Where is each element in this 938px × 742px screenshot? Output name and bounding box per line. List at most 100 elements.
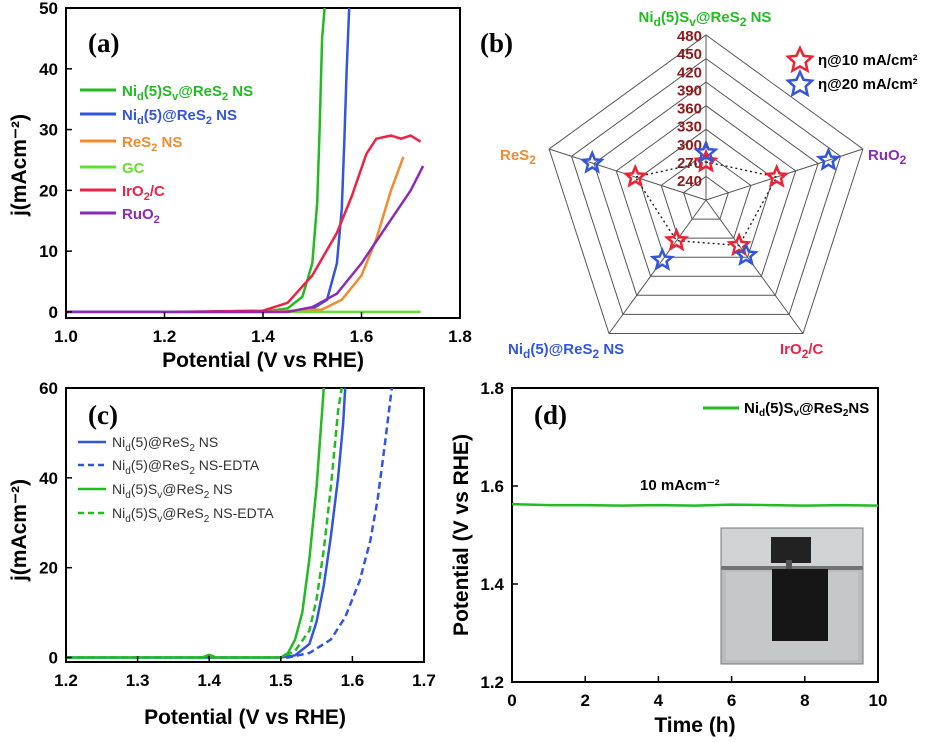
c-xtick-label: 1.5 xyxy=(269,671,293,690)
panel-d-ticks: 0 2 4 6 8 10 1.2 1.4 1.6 1.8 xyxy=(480,379,887,710)
radar-scale-label: 360 xyxy=(677,101,702,118)
radar-star-1-1 xyxy=(815,146,842,171)
a-xtick-label: 1.8 xyxy=(448,327,472,346)
panel-c-plot-frame xyxy=(65,387,425,663)
a-ytick-label: 10 xyxy=(39,242,58,261)
radar-scale-label: 390 xyxy=(677,82,702,99)
a-xtick-label: 1.0 xyxy=(54,327,78,346)
d-ytick-label: 1.2 xyxy=(480,673,504,692)
legend-c-nid: Nid(5)@ReS2 NS xyxy=(112,434,218,454)
radar-star-1-4 xyxy=(579,149,605,174)
radar-axis-label-iro2: IrO2/C xyxy=(780,341,824,361)
a-series-5 xyxy=(66,165,425,314)
a-xtick-label: 1.2 xyxy=(153,327,177,346)
c-xtick-label: 1.3 xyxy=(126,671,150,690)
panel-c-lsv-chart: 1.2 1.3 1.4 1.5 1.6 1.7 0 20 40 60 (c) Potential … xyxy=(8,379,436,729)
radar-axis-label-res2: ReS2 xyxy=(500,147,536,167)
d-series-0 xyxy=(511,502,879,507)
c-xtick-label: 1.7 xyxy=(412,671,436,690)
a-xtick-label: 1.6 xyxy=(350,327,374,346)
panel-c-ticks: 1.2 1.3 1.4 1.5 1.6 1.7 0 20 40 60 xyxy=(39,379,436,690)
panel-c-legend: Nid(5)@ReS2 NS Nid(5)@ReS2 NS-EDTA Nid(5… xyxy=(78,434,274,525)
panel-a-series-group xyxy=(66,7,425,314)
d-ytick-label: 1.6 xyxy=(480,477,504,496)
a-ytick-label: 0 xyxy=(49,303,58,322)
panel-a-y-axis-label: j(mAcm⁻²) xyxy=(8,114,31,217)
inset-electrode-photo xyxy=(720,527,864,665)
radar-scale-label: 420 xyxy=(677,64,702,81)
radar-series-outline xyxy=(634,161,778,247)
radar-star-1-3 xyxy=(649,246,675,271)
legend-b-star-red xyxy=(785,45,815,74)
a-ytick-label: 40 xyxy=(39,60,58,79)
radar-grid-ring xyxy=(638,128,774,258)
d-ytick-label: 1.4 xyxy=(480,575,504,594)
inset-electrode xyxy=(772,569,828,641)
panel-a-label: (a) xyxy=(88,28,119,58)
a-ytick-label: 50 xyxy=(39,0,58,18)
radar-axis-label-nisv: Nid(5)Sv@ReS2 NS xyxy=(639,9,772,29)
radar-grid-ring xyxy=(570,57,842,315)
inset-wire xyxy=(786,560,792,572)
radar-grid-ring xyxy=(615,105,797,277)
inset-clamp xyxy=(771,537,811,563)
radar-scale-label: 480 xyxy=(677,28,702,45)
legend-b-star-blue xyxy=(785,69,815,98)
inset-border xyxy=(720,527,864,665)
c-ytick-label: 20 xyxy=(39,559,58,578)
radar-grid-ring xyxy=(660,152,752,239)
panel-d-stability-chart: 0 2 4 6 8 10 1.2 1.4 1.6 1.8 (d) Time (h) Potenti… xyxy=(450,379,887,737)
panel-d-legend: Nid(5)Sv@ReS2NS xyxy=(703,400,869,419)
panel-d-annotation: 10 mAcm⁻² xyxy=(640,477,720,494)
radar-star-1-0 xyxy=(693,139,719,164)
d-xtick-label: 0 xyxy=(507,691,516,710)
radar-star-0-3 xyxy=(663,227,690,252)
panel-c-x-axis-label: Potential (V vs RHE) xyxy=(144,706,346,729)
c-series-3 xyxy=(66,387,343,659)
legend-c-nisv-edta: Nid(5)Sv@ReS2 NS-EDTA xyxy=(112,505,274,525)
radar-scale-label: 330 xyxy=(677,119,702,136)
c-ytick-label: 40 xyxy=(39,469,58,488)
panel-d-series-group xyxy=(511,502,879,507)
panel-d-plot-frame xyxy=(511,387,879,683)
legend-a-iro2: IrO2/C xyxy=(122,183,165,203)
c-xtick-label: 1.6 xyxy=(341,671,365,690)
panel-b-legend: η@10 mA/cm² η@20 mA/cm² xyxy=(785,45,918,98)
c-ytick-label: 0 xyxy=(49,649,58,668)
panel-b-label: (b) xyxy=(480,28,513,58)
c-ytick-label: 60 xyxy=(39,379,58,398)
c-xtick-label: 1.4 xyxy=(197,671,221,690)
legend-b-eta10: η@10 mA/cm² xyxy=(818,52,918,69)
panel-a-lsv-chart: 1.0 1.2 1.4 1.6 1.8 0 10 20 30 40 50 (a) Potential… xyxy=(8,0,472,372)
legend-c-nisv: Nid(5)Sv@ReS2 NS xyxy=(112,481,233,501)
radar-scale-label: 450 xyxy=(677,46,702,63)
c-xtick-label: 1.2 xyxy=(54,671,78,690)
panel-d-label: (d) xyxy=(534,400,567,430)
legend-a-ruo2: RuO2 xyxy=(122,206,160,226)
radar-grid-ring xyxy=(548,34,864,334)
a-series-2 xyxy=(262,156,405,314)
radar-axis-line xyxy=(705,199,804,334)
d-xtick-label: 2 xyxy=(580,691,589,710)
radar-star-0-0 xyxy=(693,148,719,173)
panel-c-series-group xyxy=(66,387,394,659)
a-ytick-label: 20 xyxy=(39,181,58,200)
a-series-4 xyxy=(174,134,422,314)
legend-a-nisv: Nid(5)Sv@ReS2 NS xyxy=(122,83,253,103)
panel-a-ticks: 1.0 1.2 1.4 1.6 1.8 0 10 20 30 40 50 xyxy=(39,0,472,346)
radar-grid-ring xyxy=(683,175,729,220)
radar-series xyxy=(579,139,842,271)
legend-a-gc: GC xyxy=(122,160,145,177)
panel-c-label: (c) xyxy=(88,400,118,430)
radar-scale-label: 240 xyxy=(677,173,702,190)
a-ytick-label: 30 xyxy=(39,121,58,140)
panel-c-y-axis-label: j(mAcm⁻²) xyxy=(8,479,31,582)
d-ytick-label: 1.8 xyxy=(480,379,504,398)
radar-star-0-4 xyxy=(622,163,648,188)
radar-grid-ring xyxy=(593,81,819,296)
a-xtick-label: 1.4 xyxy=(251,327,275,346)
radar-star-0-2 xyxy=(726,232,752,257)
